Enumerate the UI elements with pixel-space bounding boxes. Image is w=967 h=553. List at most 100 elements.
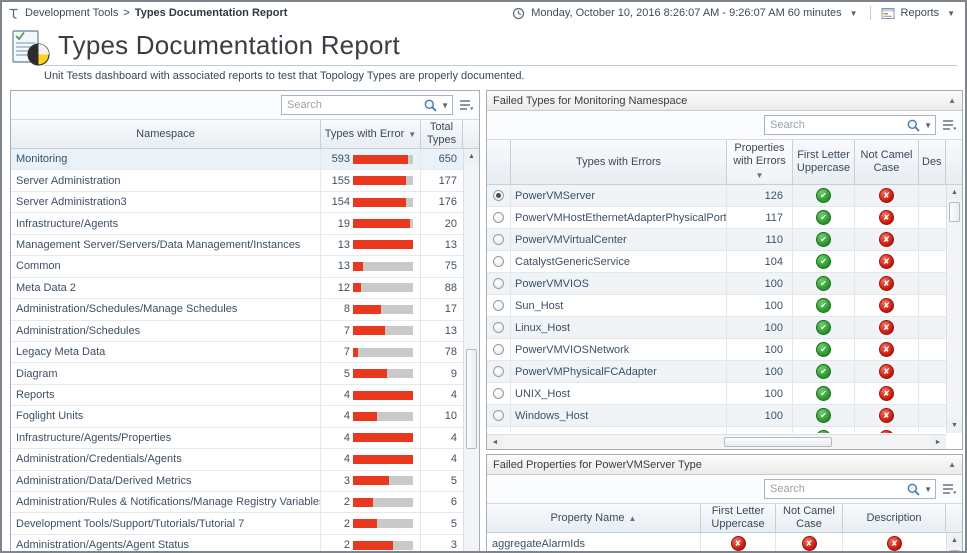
failed-type-row[interactable]: Sun_Host100✔✘ xyxy=(487,295,946,317)
breadcrumb-section[interactable]: Development Tools xyxy=(25,7,118,19)
column-header-not-camel-case[interactable]: Not Camel Case xyxy=(855,140,919,184)
namespace-row[interactable]: Administration/Schedules/Manage Schedule… xyxy=(11,299,463,320)
description-cell xyxy=(919,295,946,316)
namespace-row[interactable]: Meta Data 21288 xyxy=(11,278,463,299)
bookmark-icon[interactable] xyxy=(8,7,20,20)
row-select-radio[interactable] xyxy=(493,212,504,223)
search-box: ▼ xyxy=(764,479,936,499)
namespace-row[interactable]: Infrastructure/Agents/Properties44 xyxy=(11,428,463,449)
column-header-property-name[interactable]: Property Name▲ xyxy=(487,504,701,532)
row-select-radio[interactable] xyxy=(493,278,504,289)
namespace-row[interactable]: Development Tools/Support/Tutorials/Tuto… xyxy=(11,513,463,534)
not-camel-case-fail-icon: ✘ xyxy=(879,320,894,335)
column-header-description-truncated[interactable]: Des xyxy=(919,140,946,184)
failed-type-row[interactable]: UNIX_Host100✔✘ xyxy=(487,383,946,405)
row-select-radio[interactable] xyxy=(493,300,504,311)
namespace-row[interactable]: Management Server/Servers/Data Managemen… xyxy=(11,235,463,256)
failed-types-horizontal-scrollbar[interactable]: ◄ ► xyxy=(487,434,946,449)
column-header-properties-with-errors[interactable]: Properties with Errors ▼ xyxy=(727,140,793,184)
failed-type-row[interactable]: ✔✘ xyxy=(487,427,946,433)
row-select-radio[interactable] xyxy=(493,388,504,399)
scroll-left-icon[interactable]: ◄ xyxy=(487,435,503,450)
types-with-error-value: 7 xyxy=(323,346,353,358)
namespace-row[interactable]: Administration/Rules & Notifications/Man… xyxy=(11,492,463,513)
table-customizer-icon[interactable] xyxy=(942,482,957,496)
table-customizer-icon[interactable] xyxy=(942,118,957,132)
error-ratio-bar xyxy=(353,369,413,378)
namespace-row[interactable]: Foglight Units410 xyxy=(11,406,463,427)
scroll-down-icon[interactable]: ▼ xyxy=(947,418,962,433)
column-header-first-letter-uppercase[interactable]: First Letter Uppercase xyxy=(793,140,855,184)
failed-type-row[interactable]: Linux_Host100✔✘ xyxy=(487,317,946,339)
failed-types-vertical-scrollbar[interactable]: ▲ ▼ xyxy=(946,185,962,433)
scroll-up-icon[interactable]: ▲ xyxy=(947,185,962,200)
failed-type-row[interactable]: PowerVMVirtualCenter110✔✘ xyxy=(487,229,946,251)
reports-icon[interactable] xyxy=(881,7,895,20)
namespace-row[interactable]: Administration/Schedules713 xyxy=(11,321,463,342)
search-input[interactable] xyxy=(287,99,423,111)
search-icon[interactable] xyxy=(906,118,921,133)
scroll-up-icon[interactable]: ▲ xyxy=(464,149,479,164)
namespace-row[interactable]: Administration/Agents/Agent Status23 xyxy=(11,535,463,553)
row-select-radio[interactable] xyxy=(493,322,504,333)
column-header-total-types[interactable]: Total Types xyxy=(421,120,463,148)
scroll-right-icon[interactable]: ► xyxy=(930,435,946,450)
failed-type-row[interactable]: PowerVMServer126✔✘ xyxy=(487,185,946,207)
scrollbar-thumb[interactable] xyxy=(949,202,960,222)
scroll-up-icon[interactable]: ▲ xyxy=(947,533,962,548)
column-header-namespace[interactable]: Namespace xyxy=(11,120,321,148)
scrollbar-thumb[interactable] xyxy=(466,349,477,449)
row-select-radio[interactable] xyxy=(493,256,504,267)
reports-caret-icon[interactable]: ▼ xyxy=(945,9,957,18)
search-input[interactable] xyxy=(770,119,906,131)
failed-type-row[interactable]: PowerVMHostEthernetAdapterPhysicalPort11… xyxy=(487,207,946,229)
search-options-caret-icon[interactable]: ▼ xyxy=(924,485,932,494)
error-ratio-bar xyxy=(353,519,413,528)
scrollbar-thumb[interactable] xyxy=(724,437,832,447)
column-header-not-camel-case[interactable]: Not Camel Case xyxy=(776,504,843,532)
failed-type-row[interactable]: PowerVMVIOS100✔✘ xyxy=(487,273,946,295)
error-ratio-bar xyxy=(353,476,413,485)
types-with-error-value: 4 xyxy=(323,389,353,401)
failed-properties-vertical-scrollbar[interactable]: ▲ xyxy=(946,533,962,553)
failed-type-row[interactable]: PowerVMVIOSNetwork100✔✘ xyxy=(487,339,946,361)
column-header-types-with-error[interactable]: Types with Error▼ xyxy=(321,120,421,148)
row-select-radio[interactable] xyxy=(493,234,504,245)
time-range-caret-icon[interactable]: ▼ xyxy=(848,9,860,18)
column-header-description[interactable]: Description xyxy=(843,504,946,532)
failed-type-row[interactable]: PowerVMPhysicalFCAdapter100✔✘ xyxy=(487,361,946,383)
namespace-row[interactable]: Reports44 xyxy=(11,385,463,406)
namespace-row[interactable]: Administration/Data/Derived Metrics35 xyxy=(11,471,463,492)
row-select-radio[interactable] xyxy=(493,366,504,377)
properties-with-errors-value: 100 xyxy=(727,383,793,404)
namespace-row[interactable]: Legacy Meta Data778 xyxy=(11,342,463,363)
row-select-radio[interactable] xyxy=(493,410,504,421)
table-customizer-icon[interactable] xyxy=(459,98,474,112)
collapse-panel-icon[interactable]: ▲ xyxy=(948,460,956,469)
namespace-row[interactable]: Monitoring593650 xyxy=(11,149,463,170)
reports-menu-label[interactable]: Reports xyxy=(901,7,940,19)
collapse-panel-icon[interactable]: ▲ xyxy=(948,96,956,105)
search-icon[interactable] xyxy=(423,98,438,113)
search-input[interactable] xyxy=(770,483,906,495)
search-icon[interactable] xyxy=(906,482,921,497)
namespace-vertical-scrollbar[interactable]: ▲ xyxy=(463,149,479,553)
time-range-label[interactable]: Monday, October 10, 2016 8:26:07 AM - 9:… xyxy=(531,7,841,19)
namespace-row[interactable]: Server Administration155177 xyxy=(11,170,463,191)
failed-type-row[interactable]: Windows_Host100✔✘ xyxy=(487,405,946,427)
search-options-caret-icon[interactable]: ▼ xyxy=(924,121,932,130)
namespace-row[interactable]: Server Administration3154176 xyxy=(11,192,463,213)
column-header-types-with-errors[interactable]: Types with Errors xyxy=(511,140,727,184)
column-header-first-letter-uppercase[interactable]: First Letter Uppercase xyxy=(701,504,776,532)
namespace-row[interactable]: Diagram59 xyxy=(11,363,463,384)
namespace-row[interactable]: Administration/Credentials/Agents44 xyxy=(11,449,463,470)
total-types-value: 13 xyxy=(421,321,463,341)
namespace-row[interactable]: Common1375 xyxy=(11,256,463,277)
failed-property-row[interactable]: aggregateAlarmIds✘✘✘ xyxy=(487,533,946,553)
namespace-row[interactable]: Infrastructure/Agents1920 xyxy=(11,213,463,234)
row-select-radio[interactable] xyxy=(493,190,504,201)
row-select-radio[interactable] xyxy=(493,344,504,355)
search-options-caret-icon[interactable]: ▼ xyxy=(441,101,449,110)
namespace-cell: Management Server/Servers/Data Managemen… xyxy=(11,235,321,255)
failed-type-row[interactable]: CatalystGenericService104✔✘ xyxy=(487,251,946,273)
